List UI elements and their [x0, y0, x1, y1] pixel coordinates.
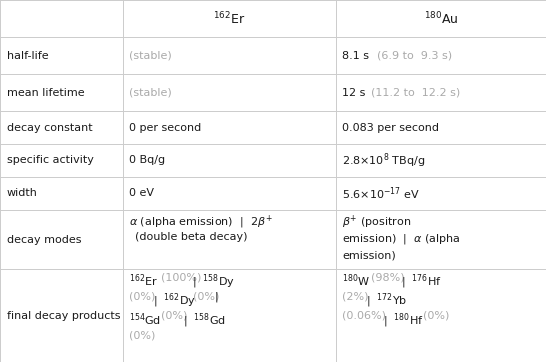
Text: (2%): (2%) [342, 292, 369, 302]
Text: width: width [7, 188, 38, 198]
Text: (0%): (0%) [161, 311, 187, 321]
Text: mean lifetime: mean lifetime [7, 88, 84, 97]
Text: (98%): (98%) [371, 272, 405, 282]
Text: specific activity: specific activity [7, 155, 93, 165]
Text: emission)  |  $\alpha$ (alpha: emission) | $\alpha$ (alpha [342, 232, 461, 246]
Text: $^{162}$Er: $^{162}$Er [213, 10, 246, 27]
Text: 0 Bq/g: 0 Bq/g [129, 155, 165, 165]
Text: $5.6{\times}10^{-17}$ eV: $5.6{\times}10^{-17}$ eV [342, 185, 420, 202]
Text: 8.1 s: 8.1 s [342, 51, 369, 60]
Text: $\alpha$ (alpha emission)  |  $2\beta^{+}$: $\alpha$ (alpha emission) | $2\beta^{+}$ [129, 214, 273, 231]
Text: (100%): (100%) [161, 272, 201, 282]
Text: $\beta^{+}$ (positron: $\beta^{+}$ (positron [342, 214, 412, 231]
Text: (0%): (0%) [129, 292, 156, 302]
Text: |: | [215, 292, 219, 302]
Text: $^{162}$Er: $^{162}$Er [129, 272, 158, 289]
Text: final decay products: final decay products [7, 311, 120, 321]
Text: $2.8{\times}10^{8}$ TBq/g: $2.8{\times}10^{8}$ TBq/g [342, 151, 425, 170]
Text: 0 eV: 0 eV [129, 188, 155, 198]
Text: (double beta decay): (double beta decay) [135, 232, 247, 242]
Text: 0.083 per second: 0.083 per second [342, 122, 440, 132]
Text: 12 s: 12 s [342, 88, 366, 97]
Text: half-life: half-life [7, 51, 48, 60]
Text: decay modes: decay modes [7, 235, 81, 245]
Text: emission): emission) [342, 251, 396, 261]
Text: |  $^{176}$Hf: | $^{176}$Hf [401, 272, 442, 291]
Text: (stable): (stable) [129, 51, 172, 60]
Text: (stable): (stable) [129, 88, 172, 97]
Text: $^{180}$Au: $^{180}$Au [424, 10, 458, 27]
Text: (0.06%): (0.06%) [342, 311, 387, 321]
Text: 0 per second: 0 per second [129, 122, 201, 132]
Text: (0%): (0%) [423, 311, 449, 321]
Text: |  $^{180}$Hf: | $^{180}$Hf [383, 311, 424, 329]
Text: $^{154}$Gd: $^{154}$Gd [129, 311, 162, 328]
Text: (6.9 to  9.3 s): (6.9 to 9.3 s) [377, 51, 452, 60]
Text: (0%): (0%) [193, 292, 219, 302]
Text: |  $^{158}$Dy: | $^{158}$Dy [192, 272, 235, 291]
Text: (11.2 to  12.2 s): (11.2 to 12.2 s) [371, 88, 460, 97]
Text: $^{180}$W: $^{180}$W [342, 272, 370, 289]
Text: |  $^{162}$Dy: | $^{162}$Dy [153, 292, 196, 310]
Text: decay constant: decay constant [7, 122, 92, 132]
Text: (0%): (0%) [129, 330, 156, 340]
Text: |  $^{172}$Yb: | $^{172}$Yb [366, 292, 407, 310]
Text: |  $^{158}$Gd: | $^{158}$Gd [183, 311, 225, 329]
